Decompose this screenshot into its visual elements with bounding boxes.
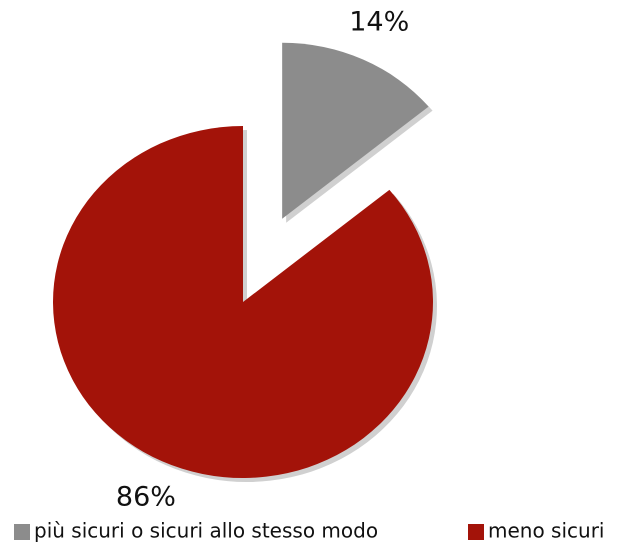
value-label: 14%	[349, 6, 409, 37]
legend-swatch	[468, 524, 484, 540]
legend-label: meno sicuri	[488, 519, 604, 543]
slice	[53, 126, 434, 478]
legend-label: più sicuri o sicuri allo stesso modo	[34, 519, 378, 543]
value-label: 86%	[116, 481, 176, 512]
legend-swatch	[14, 524, 30, 540]
slice	[282, 42, 429, 219]
